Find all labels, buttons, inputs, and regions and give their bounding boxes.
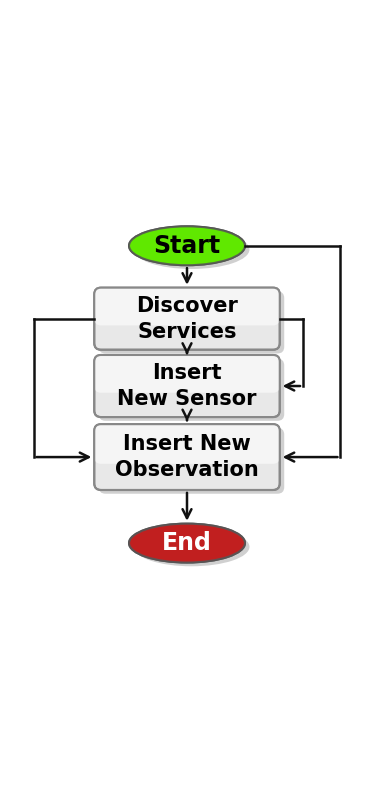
Text: Discover
Services: Discover Services	[136, 295, 238, 342]
FancyBboxPatch shape	[94, 424, 280, 490]
Ellipse shape	[129, 227, 245, 265]
FancyBboxPatch shape	[94, 355, 280, 393]
Ellipse shape	[134, 230, 249, 269]
Ellipse shape	[129, 523, 245, 563]
FancyBboxPatch shape	[99, 291, 284, 353]
FancyBboxPatch shape	[94, 424, 280, 464]
FancyBboxPatch shape	[99, 359, 284, 421]
Text: Insert
New Sensor: Insert New Sensor	[117, 363, 257, 409]
Text: Start: Start	[153, 234, 221, 258]
Text: Insert New
Observation: Insert New Observation	[115, 434, 259, 480]
Ellipse shape	[134, 527, 249, 567]
FancyBboxPatch shape	[94, 288, 280, 326]
FancyBboxPatch shape	[99, 428, 284, 493]
Text: End: End	[162, 531, 212, 555]
Ellipse shape	[129, 523, 245, 563]
FancyBboxPatch shape	[94, 288, 280, 349]
Ellipse shape	[129, 227, 245, 265]
FancyBboxPatch shape	[94, 355, 280, 417]
